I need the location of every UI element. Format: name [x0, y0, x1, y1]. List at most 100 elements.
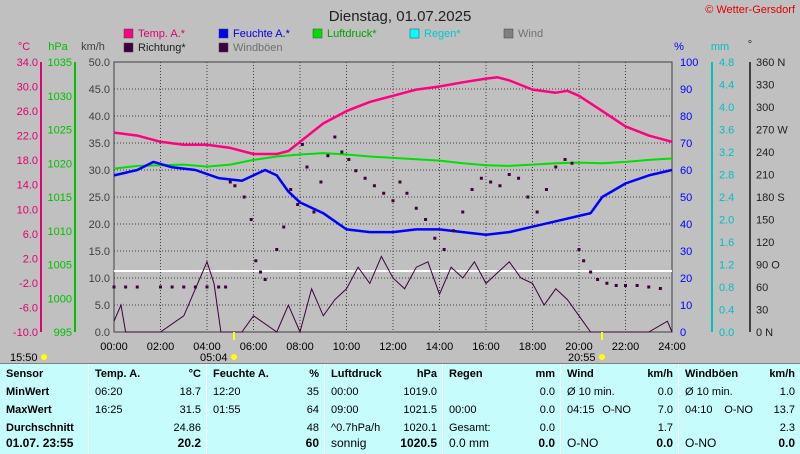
rain-tick-label: 3.6	[719, 125, 734, 137]
direction-point	[507, 173, 511, 176]
row-time: 16:25	[95, 404, 123, 416]
direction-point	[470, 188, 474, 191]
legend-label: Wind	[518, 28, 543, 40]
temp-tick-label: 34.0	[17, 57, 38, 69]
direction-point	[489, 180, 493, 184]
direction-tick-label: 330	[756, 80, 774, 92]
direction-point	[340, 150, 344, 154]
direction-point	[205, 285, 209, 289]
stats-column: Feuchte A.% 12:20 35 01:55 64 48 60	[206, 364, 325, 454]
direction-tick-label: 0 N	[756, 327, 773, 339]
direction-point	[398, 180, 402, 184]
direction-point	[258, 270, 262, 274]
row-value: 1019.0	[403, 386, 437, 398]
legend-swatch	[409, 28, 420, 39]
direction-tick-label: 240	[756, 147, 774, 159]
humidity-tick-label: 90	[680, 84, 692, 96]
x-tick-label: 02:00	[147, 341, 175, 353]
pressure-tick-label: 1000	[48, 293, 72, 305]
row-value: 31.5	[179, 404, 201, 416]
temp-tick-label: -10.0	[13, 327, 38, 339]
row-value: 48	[306, 422, 319, 434]
row-value: 0.0	[657, 386, 673, 398]
direction-point	[249, 218, 253, 221]
row-value: 0.0	[539, 386, 555, 398]
direction-point	[333, 135, 337, 139]
rain-tick-label: 4.8	[719, 57, 734, 69]
row-value: 7.0	[657, 404, 673, 416]
last-label: 0.0 mm	[449, 436, 490, 450]
x-tick-label: 18:00	[519, 341, 547, 353]
direction-point	[535, 210, 539, 214]
direction-point	[433, 236, 437, 240]
rain-axis-unit: mm	[711, 41, 729, 53]
chart-title: Dienstag, 01.07.2025	[329, 8, 472, 25]
last-value: 0.0	[538, 436, 555, 450]
row-time: Ø 10 min.	[567, 386, 615, 398]
x-tick-label: 14:00	[426, 341, 454, 353]
rain-tick-label: 0.8	[719, 282, 734, 294]
row-value: 2.3	[779, 422, 795, 434]
pressure-tick-label: 995	[54, 327, 72, 339]
pressure-tick-label: 1015	[48, 192, 72, 204]
direction-point	[170, 285, 174, 289]
direction-point	[570, 161, 574, 165]
wind-tick-label: 5.0	[95, 300, 110, 312]
legend-swatch	[123, 42, 134, 53]
pressure-line	[113, 152, 673, 170]
row-label: MaxWert	[6, 404, 52, 416]
x-tick-label: 04:00	[193, 341, 221, 353]
stats-column: Windböen km/h Ø 10 min. 1.0 04:10 O-NO 13.7 2.3…	[678, 364, 800, 454]
rain-tick-label: 4.0	[719, 102, 734, 114]
row-direction: O-NO	[602, 404, 631, 416]
copyright-label: © Wetter-Gersdorf	[705, 4, 796, 16]
direction-point	[275, 248, 279, 251]
sunrise-top-label: 15:50	[10, 352, 38, 363]
row-label: MinWert	[6, 386, 50, 398]
row-time: Ø 10 min.	[685, 386, 733, 398]
humidity-line	[113, 160, 673, 237]
direction-point	[326, 154, 330, 158]
legend-label: Windböen	[233, 42, 283, 54]
humidity-tick-label: 20	[680, 273, 692, 285]
row-value: 1020.1	[403, 422, 437, 434]
humidity-tick-label: 80	[680, 111, 692, 123]
row-time: 00:00	[331, 386, 359, 398]
column-unit: hPa	[416, 368, 437, 380]
rain-tick-label: 1.2	[719, 260, 734, 272]
direction-point	[135, 285, 139, 289]
wind-tick-label: 35.0	[89, 138, 110, 150]
pressure-axis-unit: hPa	[48, 41, 68, 53]
direction-point	[624, 284, 627, 287]
rain-tick-label: 4.4	[719, 80, 734, 92]
x-tick-label: 16:00	[472, 341, 500, 353]
direction-point	[614, 284, 618, 287]
pressure-tick-label: 1030	[48, 91, 72, 103]
direction-point	[254, 259, 258, 263]
temp-tick-label: 14.0	[17, 180, 38, 192]
direction-tick-label: 360 N	[756, 57, 785, 69]
direction-point	[242, 195, 246, 199]
last-label: O-NO	[685, 436, 717, 450]
column-title: Windböen	[685, 368, 739, 380]
column-title: Regen	[449, 368, 483, 380]
column-unit: mm	[535, 368, 555, 380]
direction-point	[124, 285, 128, 289]
last-value: 0.0	[656, 436, 673, 450]
pressure-tick-label: 1010	[48, 226, 72, 238]
direction-point	[479, 176, 483, 180]
rain-tick-label: 2.4	[719, 192, 734, 204]
direction-tick-label: 180 S	[756, 192, 785, 204]
direction-point	[282, 225, 286, 229]
pressure-tick-label: 1020	[48, 158, 72, 170]
direction-tick-label: 150	[756, 215, 774, 227]
rain-tick-label: 2.0	[719, 215, 734, 227]
humidity-tick-label: 10	[680, 300, 692, 312]
direction-point	[596, 278, 600, 281]
rain-tick-label: 1.6	[719, 237, 734, 249]
direction-tick-label: 210	[756, 170, 774, 182]
direction-point	[289, 188, 293, 191]
last-value: 20.2	[177, 436, 201, 450]
stats-column: Temp. A. °C 06:20 18.7 16:25 31.5 24.86 20.2	[88, 364, 207, 454]
direction-point	[182, 285, 186, 289]
